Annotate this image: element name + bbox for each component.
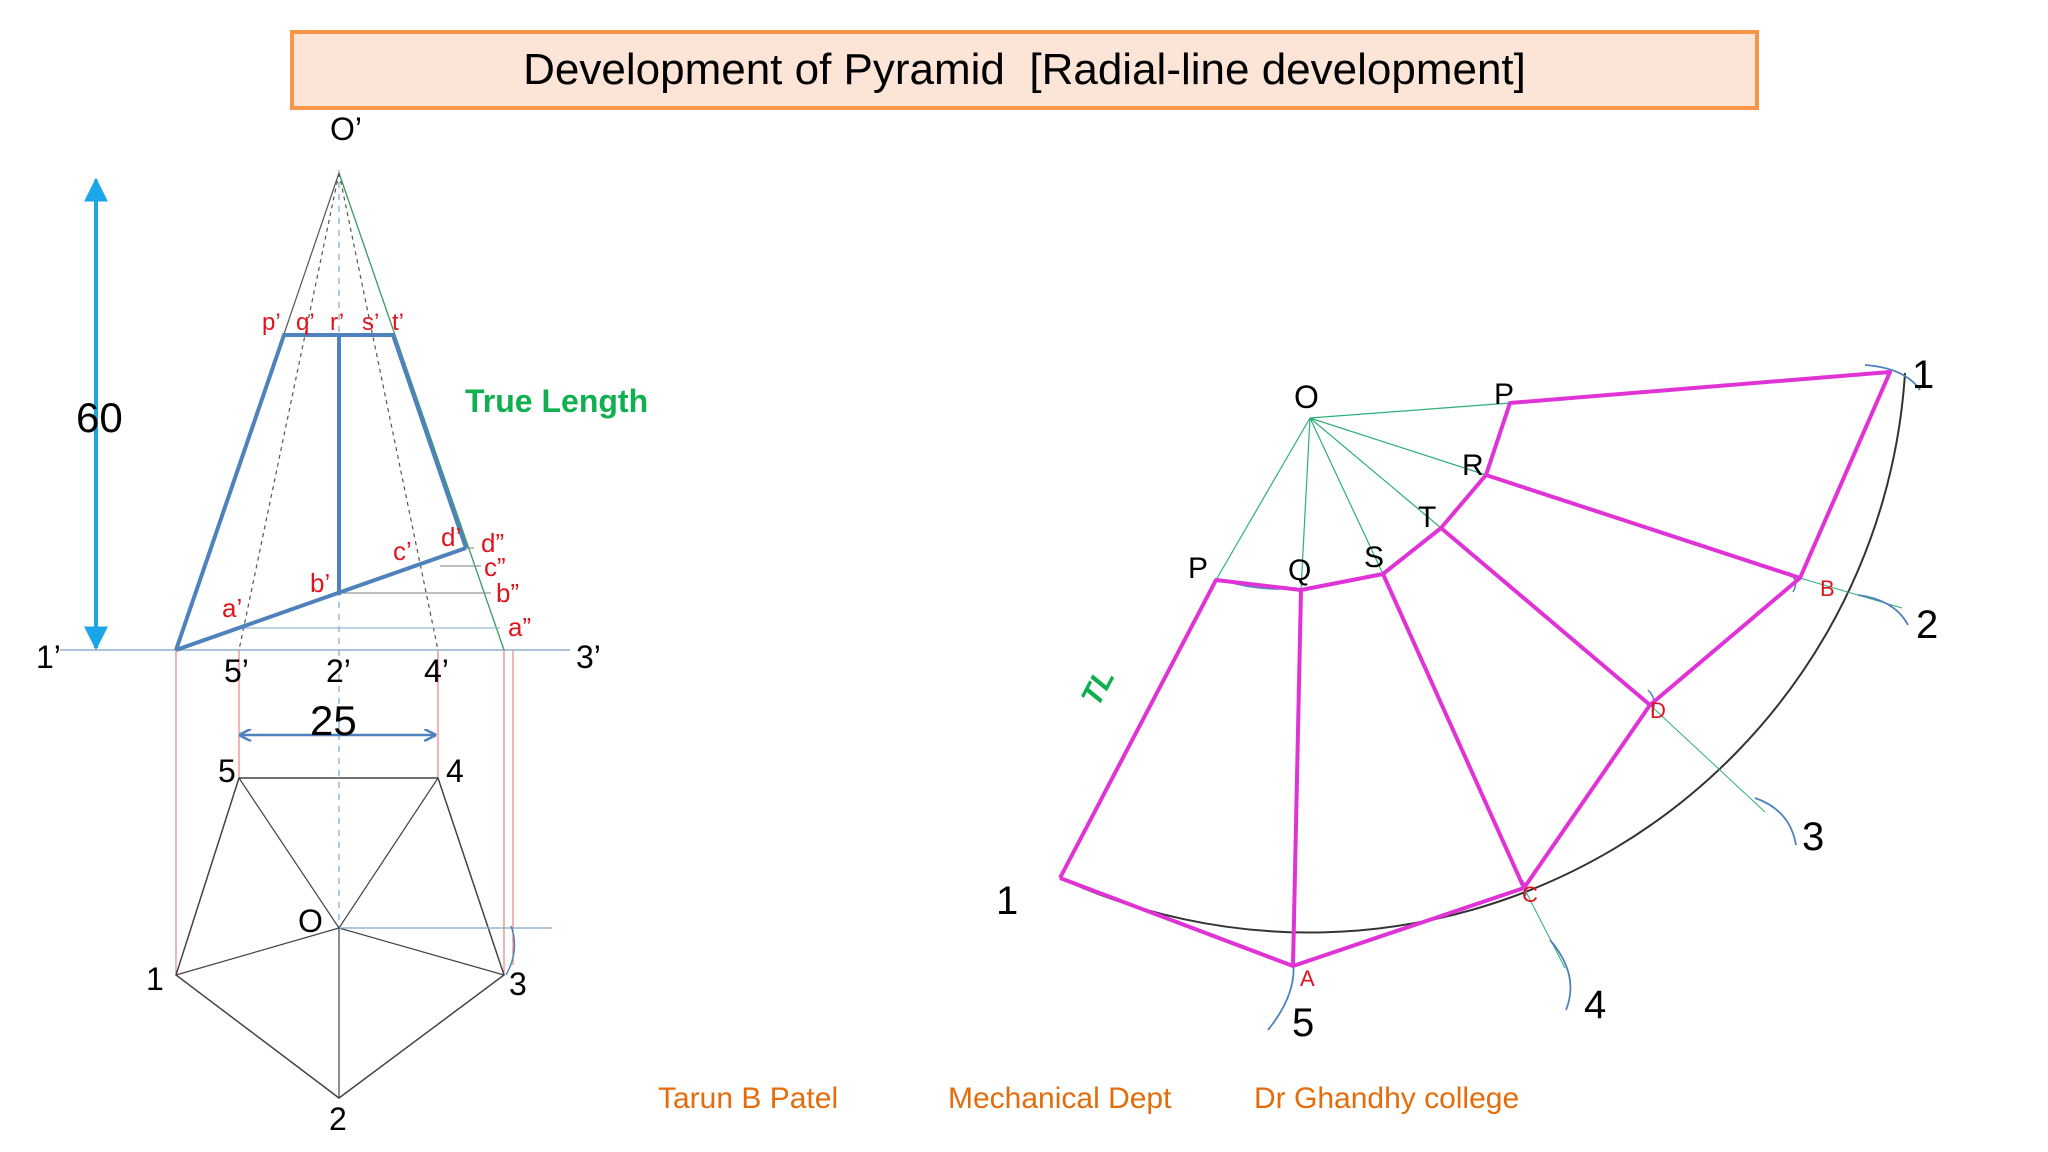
rotation-arc <box>505 925 516 976</box>
top-v5-label: 5 <box>218 753 236 789</box>
development: TL O P R T S Q P A C D B 1 5 4 3 2 1 <box>996 353 1938 1045</box>
dev-S-label: S <box>1364 541 1384 574</box>
label-b: b’ <box>310 568 330 598</box>
label-base3: 3’ <box>576 639 601 675</box>
top-v3-label: 3 <box>509 966 527 1002</box>
front-apex-label: O’ <box>330 111 362 147</box>
slant-edge-4 <box>338 777 439 929</box>
height-dimension-label: 60 <box>76 394 123 441</box>
true-length-label: True Length <box>465 383 648 419</box>
development-arc <box>1059 372 1906 934</box>
radial-4 <box>1523 887 1566 969</box>
dev-n1-left-label: 1 <box>996 879 1018 923</box>
label-c2: c” <box>484 552 506 582</box>
top-view: O 1 5 4 3 2 <box>146 753 552 1137</box>
arc-mark-1 <box>1864 364 1921 391</box>
label-c: c’ <box>393 536 412 566</box>
fold-line-RB <box>1485 473 1801 580</box>
dev-C-label: C <box>1522 882 1538 907</box>
section-outline <box>174 333 468 651</box>
top-v1-label: 1 <box>146 961 164 997</box>
dev-D-label: D <box>1650 698 1666 723</box>
label-s: s’ <box>362 309 379 336</box>
label-base1: 1’ <box>36 639 61 675</box>
dev-P-left-label: P <box>1188 552 1208 585</box>
slide-title: Development of Pyramid [Radial-line deve… <box>523 45 1526 94</box>
slant-edge-5 <box>238 777 340 929</box>
title-box: Development of Pyramid [Radial-line deve… <box>290 30 1759 110</box>
fold-line-SC <box>1381 573 1526 889</box>
front-hidden-edge-5 <box>238 172 340 651</box>
arc-mark-4 <box>1549 939 1572 1011</box>
label-base4: 4’ <box>424 653 449 689</box>
label-d: d’ <box>441 522 461 552</box>
fold-line-TD <box>1439 526 1652 707</box>
label-p: p’ <box>262 309 281 336</box>
front-edge-right-green <box>338 172 505 651</box>
label-t: t’ <box>392 309 404 336</box>
footer-department: Mechanical Dept <box>948 1082 1172 1115</box>
dev-P-top-label: P <box>1494 378 1514 411</box>
arc-mark-2 <box>1857 594 1909 626</box>
section-plane <box>175 546 467 652</box>
footer-author: Tarun B Patel <box>658 1082 838 1115</box>
label-b2: b” <box>496 578 519 608</box>
arc-mark-3 <box>1754 797 1797 846</box>
dev-T-label: T <box>1418 501 1436 534</box>
top-v2-label: 2 <box>329 1101 347 1137</box>
radial-Q <box>1300 417 1311 591</box>
label-r: r’ <box>330 309 344 336</box>
radial-T <box>1309 417 1442 529</box>
front-hidden-edge-4 <box>338 172 439 651</box>
footer-college: Dr Ghandhy college <box>1254 1082 1519 1115</box>
footer: Tarun B Patel Mechanical Dept Dr Ghandhy… <box>658 1082 1519 1115</box>
radial-3 <box>1649 704 1766 813</box>
radial-R <box>1309 417 1487 476</box>
slant-edge-3 <box>338 927 505 976</box>
radial-P-top <box>1309 402 1511 419</box>
dev-A-label: A <box>1300 966 1315 991</box>
slant-edge-1 <box>175 927 340 976</box>
label-a2: a” <box>508 612 531 642</box>
label-a: a’ <box>222 593 242 623</box>
label-base5: 5’ <box>224 653 249 689</box>
dev-n4-label: 4 <box>1584 983 1606 1027</box>
dev-n2-label: 2 <box>1916 603 1938 647</box>
tl-label: TL <box>1075 663 1121 711</box>
radial-S <box>1309 417 1384 575</box>
dev-n5-label: 5 <box>1292 1001 1314 1045</box>
label-base2: 2’ <box>326 653 351 689</box>
dev-R-label: R <box>1462 449 1484 482</box>
dev-n3-label: 3 <box>1802 815 1824 859</box>
dev-B-label: B <box>1820 576 1835 601</box>
dev-Q-label: Q <box>1288 554 1311 587</box>
front-view: 60 25 True Length O’ p’ q’ r’ s’ t’ a’ b… <box>36 111 648 975</box>
fold-line-QA <box>1291 589 1303 967</box>
base-pentagon <box>175 777 505 1099</box>
top-v4-label: 4 <box>446 753 464 789</box>
side-dimension-label: 25 <box>310 697 357 744</box>
label-d2: d” <box>481 528 504 558</box>
label-q: q’ <box>296 309 315 336</box>
top-center-label: O <box>298 903 323 939</box>
dev-n1-right-label: 1 <box>1912 353 1934 397</box>
dev-apex-label: O <box>1294 379 1319 415</box>
radial-P-left <box>1215 417 1311 581</box>
